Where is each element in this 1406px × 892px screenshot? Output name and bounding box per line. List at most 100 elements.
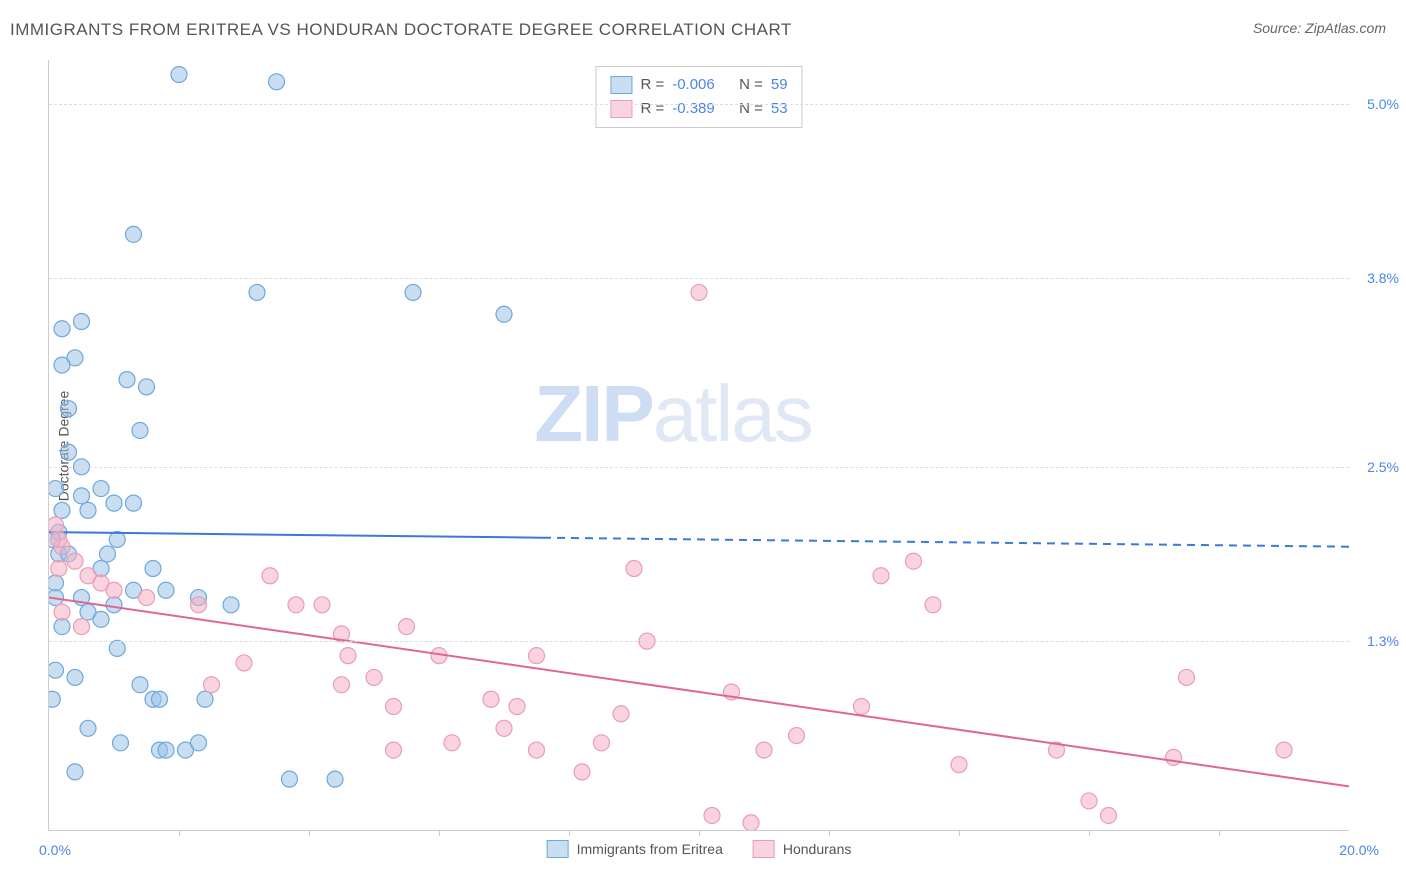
data-point	[61, 444, 77, 460]
data-point	[49, 691, 60, 707]
x-minor-tick	[569, 830, 570, 836]
data-point	[405, 284, 421, 300]
data-point	[951, 757, 967, 773]
data-point	[106, 582, 122, 598]
data-point	[132, 422, 148, 438]
data-point	[626, 560, 642, 576]
data-point	[74, 488, 90, 504]
data-point	[704, 807, 720, 823]
y-tick-label: 5.0%	[1359, 96, 1399, 112]
x-minor-tick	[959, 830, 960, 836]
data-point	[756, 742, 772, 758]
data-point	[54, 357, 70, 373]
data-point	[54, 321, 70, 337]
data-point	[386, 742, 402, 758]
legend-bottom-swatch-0	[547, 840, 569, 858]
data-point	[204, 677, 220, 693]
data-point	[327, 771, 343, 787]
legend-N-label-1: N =	[739, 97, 763, 121]
data-point	[691, 284, 707, 300]
data-point	[197, 691, 213, 707]
data-point	[282, 771, 298, 787]
data-point	[93, 481, 109, 497]
data-point	[109, 640, 125, 656]
data-point	[74, 619, 90, 635]
data-point	[54, 619, 70, 635]
data-point	[145, 560, 161, 576]
data-point	[483, 691, 499, 707]
data-point	[54, 604, 70, 620]
legend-row-series-1: R = -0.389 N = 53	[610, 97, 787, 121]
data-point	[529, 648, 545, 664]
data-point	[288, 597, 304, 613]
data-point	[334, 677, 350, 693]
data-point	[67, 764, 83, 780]
data-point	[49, 481, 64, 497]
x-minor-tick	[699, 830, 700, 836]
data-point	[49, 662, 64, 678]
source-value: ZipAtlas.com	[1305, 20, 1386, 36]
x-minor-tick	[829, 830, 830, 836]
x-minor-tick	[179, 830, 180, 836]
data-point	[269, 74, 285, 90]
legend-swatch-0	[610, 76, 632, 94]
legend-R-value-1: -0.389	[672, 97, 715, 121]
data-point	[249, 284, 265, 300]
data-point	[1081, 793, 1097, 809]
x-minor-tick	[1089, 830, 1090, 836]
legend-item-1: Hondurans	[753, 840, 852, 858]
data-point	[340, 648, 356, 664]
regression-line-solid	[49, 598, 1349, 787]
x-tick-min: 0.0%	[39, 842, 71, 858]
data-point	[119, 372, 135, 388]
data-point	[152, 691, 168, 707]
gridline-h	[49, 641, 1349, 642]
gridline-h	[49, 467, 1349, 468]
data-point	[854, 699, 870, 715]
data-point	[594, 735, 610, 751]
y-tick-label: 1.3%	[1359, 633, 1399, 649]
legend-R-value-0: -0.006	[672, 73, 715, 97]
data-point	[262, 568, 278, 584]
data-point	[191, 735, 207, 751]
data-point	[789, 728, 805, 744]
data-point	[386, 699, 402, 715]
data-point	[51, 531, 67, 547]
data-point	[158, 742, 174, 758]
data-point	[496, 306, 512, 322]
data-point	[925, 597, 941, 613]
data-point	[67, 553, 83, 569]
data-point	[444, 735, 460, 751]
chart-title: IMMIGRANTS FROM ERITREA VS HONDURAN DOCT…	[10, 20, 792, 40]
x-tick-max: 20.0%	[1339, 842, 1379, 858]
chart-container: IMMIGRANTS FROM ERITREA VS HONDURAN DOCT…	[0, 0, 1406, 892]
x-minor-tick	[309, 830, 310, 836]
data-point	[113, 735, 129, 751]
data-point	[509, 699, 525, 715]
data-point	[613, 706, 629, 722]
data-point	[93, 611, 109, 627]
data-point	[236, 655, 252, 671]
regression-line-dashed	[543, 538, 1349, 547]
legend-series-names: Immigrants from Eritrea Hondurans	[547, 840, 852, 858]
data-point	[132, 677, 148, 693]
legend-N-label-0: N =	[739, 73, 763, 97]
legend-N-value-0: 59	[771, 73, 788, 97]
data-point	[158, 582, 174, 598]
legend-item-0: Immigrants from Eritrea	[547, 840, 723, 858]
data-point	[126, 495, 142, 511]
legend-row-series-0: R = -0.006 N = 59	[610, 73, 787, 97]
y-tick-label: 3.8%	[1359, 270, 1399, 286]
data-point	[223, 597, 239, 613]
data-point	[906, 553, 922, 569]
y-tick-label: 2.5%	[1359, 459, 1399, 475]
data-point	[743, 815, 759, 830]
data-point	[126, 226, 142, 242]
data-point	[54, 502, 70, 518]
data-point	[191, 597, 207, 613]
data-point	[100, 546, 116, 562]
legend-R-label-1: R =	[640, 97, 664, 121]
data-point	[80, 502, 96, 518]
gridline-h	[49, 104, 1349, 105]
data-point	[1166, 749, 1182, 765]
